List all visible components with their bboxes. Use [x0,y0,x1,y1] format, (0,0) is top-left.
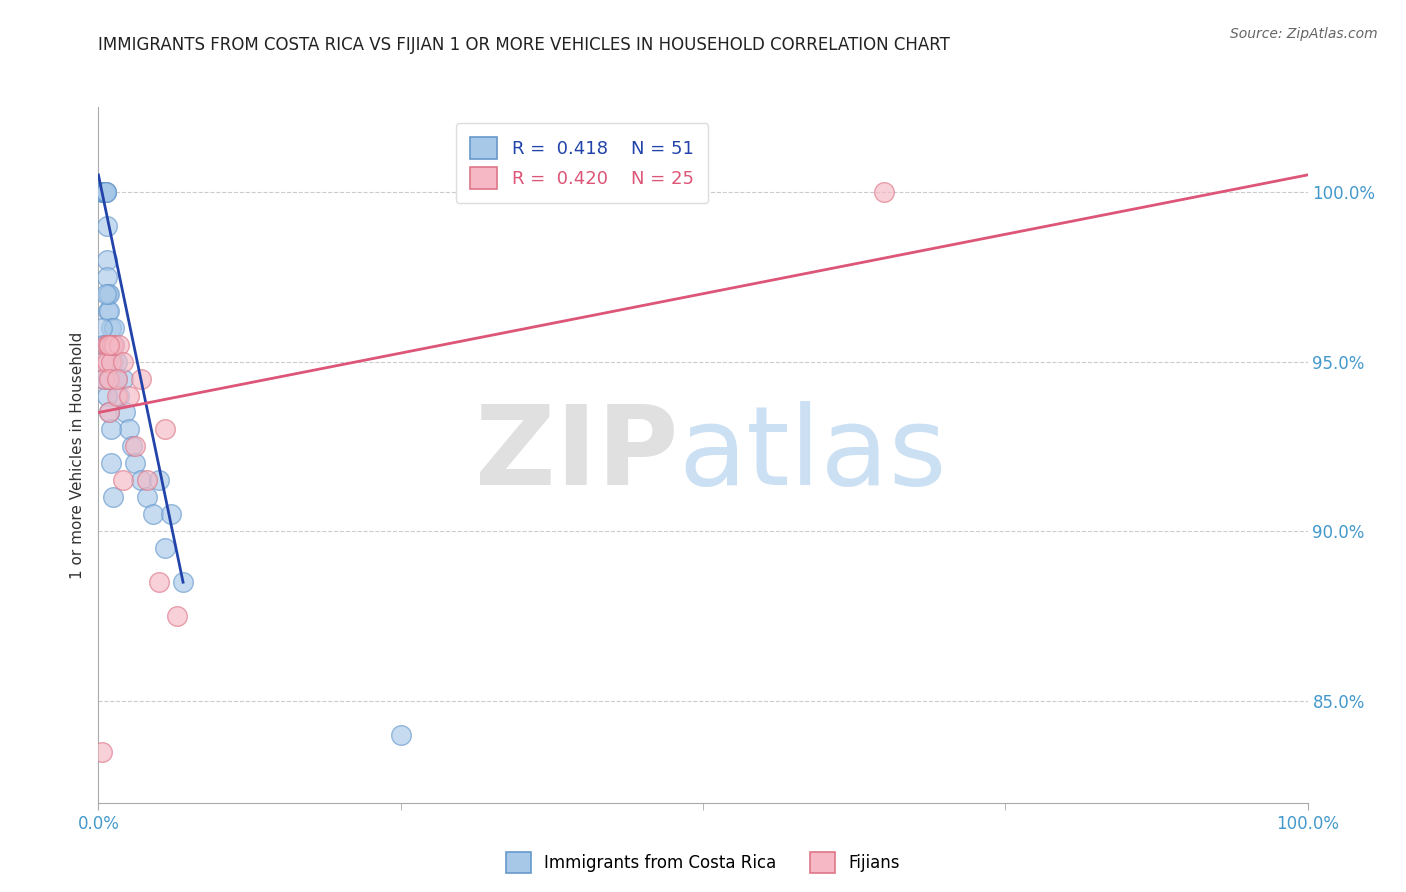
Point [96,269,118,284]
Point [98,286,121,301]
Legend: Immigrants from Costa Rica, Fijians: Immigrants from Costa Rica, Fijians [499,846,907,880]
Point [93,371,115,385]
Point [96,354,118,368]
Point [98,303,121,318]
Point [93,185,115,199]
Point [93,371,115,385]
Point [100,337,122,351]
Text: atlas: atlas [679,401,948,508]
Point [96,388,118,402]
Point [100,337,122,351]
Point [94,185,117,199]
Point [135,474,157,488]
Point [91,320,114,334]
Point [111,354,134,368]
Point [160,508,183,522]
Point [91,354,114,368]
Point [135,491,157,505]
Point [148,474,170,488]
Point [91,185,114,199]
Point [97,303,120,318]
Point [103,337,125,351]
Point [118,422,141,436]
Point [100,422,122,436]
Text: IMMIGRANTS FROM COSTA RICA VS FIJIAN 1 OR MORE VEHICLES IN HOUSEHOLD CORRELATION: IMMIGRANTS FROM COSTA RICA VS FIJIAN 1 O… [98,36,950,54]
Point [100,337,122,351]
Point [153,422,176,436]
Point [98,337,121,351]
Point [98,371,121,385]
Point [100,320,122,334]
Point [148,575,170,590]
Point [103,337,125,351]
Point [94,337,117,351]
Point [100,354,122,368]
Point [101,354,124,368]
Point [91,745,114,759]
Point [98,405,121,419]
Point [94,185,117,199]
Point [97,371,120,385]
Text: Source: ZipAtlas.com: Source: ZipAtlas.com [1230,27,1378,41]
Point [124,457,146,471]
Point [97,286,120,301]
Point [91,337,114,351]
Point [129,371,152,385]
Point [94,337,117,351]
Point [111,371,134,385]
Point [129,474,152,488]
Point [101,491,124,505]
Point [105,354,128,368]
Point [105,371,128,385]
Point [100,457,122,471]
Point [93,185,115,199]
Point [91,185,114,199]
Point [93,354,115,368]
Point [111,474,134,488]
Text: ZIP: ZIP [475,401,679,508]
Point [108,388,131,402]
Point [108,337,131,351]
Point [93,185,115,199]
Point [96,219,118,233]
Point [105,371,128,385]
Point [124,439,146,453]
Point [103,320,125,334]
Point [142,508,165,522]
Point [389,728,412,742]
Y-axis label: 1 or more Vehicles in Household: 1 or more Vehicles in Household [69,331,84,579]
Point [114,405,136,419]
Point [98,405,121,419]
Point [118,388,141,402]
Point [873,185,896,199]
Point [91,185,114,199]
Point [96,252,118,267]
Point [172,575,194,590]
Point [166,609,188,624]
Point [153,541,176,556]
Point [121,439,143,453]
Point [97,337,120,351]
Legend: R =  0.418    N = 51, R =  0.420    N = 25: R = 0.418 N = 51, R = 0.420 N = 25 [456,123,709,203]
Point [94,286,117,301]
Point [105,388,128,402]
Point [94,185,117,199]
Point [91,185,114,199]
